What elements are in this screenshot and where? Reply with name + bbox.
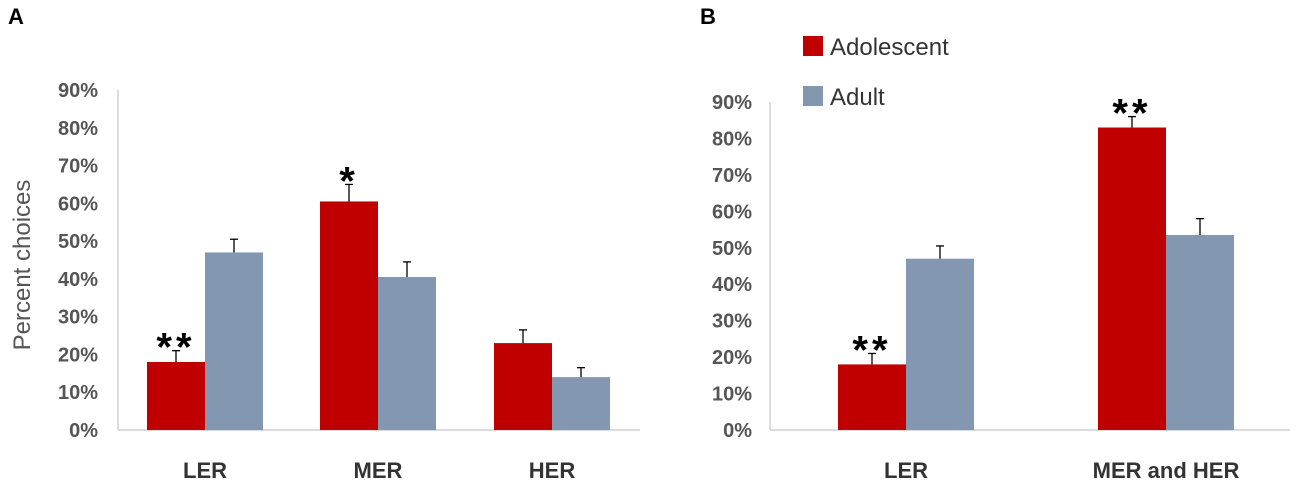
category-label: MER and HER — [1093, 458, 1240, 483]
y-tick-label: 40% — [58, 269, 98, 291]
category-label: LER — [183, 458, 227, 483]
y-tick-label: 50% — [58, 231, 98, 253]
y-tick-label: 30% — [58, 307, 98, 329]
y-tick-label: 0% — [69, 420, 98, 442]
y-tick-label: 50% — [712, 238, 752, 260]
bar-adolescent-mer-and-her — [1098, 127, 1166, 430]
significance-marker: * — [339, 159, 359, 203]
legend: Adolescent Adult — [803, 34, 949, 111]
y-tick-label: 10% — [712, 384, 752, 406]
bar-adult-ler — [906, 258, 974, 430]
y-tick-label: 90% — [712, 92, 752, 114]
legend-label-adult: Adult — [830, 84, 885, 111]
y-tick-label: 0% — [723, 420, 752, 442]
category-label: MER — [354, 458, 403, 483]
bar-adolescent-her — [494, 343, 552, 430]
legend-swatch-adult — [803, 86, 823, 106]
category-label: HER — [529, 458, 576, 483]
bar-adult-ler — [205, 252, 263, 430]
y-tick-label: 60% — [58, 193, 98, 215]
y-tick-label: 60% — [712, 201, 752, 223]
y-tick-label: 10% — [58, 382, 98, 404]
bar-adolescent-ler — [147, 362, 205, 430]
y-tick-label: 20% — [58, 344, 98, 366]
panel-b: B 0% 10% 20% 30% 40% 50% 60% 70% 80% 90% LER MER a… — [700, 4, 1290, 483]
bar-adult-mer-and-her — [1166, 235, 1234, 430]
y-axis-ticks-b: 0% 10% 20% 30% 40% 50% 60% 70% 80% 90% — [712, 92, 752, 442]
significance-marker: ** — [156, 326, 195, 370]
y-tick-label: 70% — [712, 165, 752, 187]
bars-a — [147, 183, 610, 430]
bar-adult-her — [552, 377, 610, 430]
category-labels-b: LER MER and HER — [884, 458, 1239, 483]
significance-marker: ** — [1112, 92, 1151, 136]
bar-adolescent-ler — [838, 364, 906, 430]
panel-a: A Percent choices 0% 10% 20% 30% 40% 50% 60% 70… — [8, 4, 640, 483]
y-tick-label: 80% — [58, 118, 98, 140]
bar-adolescent-mer — [320, 201, 378, 430]
panel-label-a: A — [8, 4, 24, 29]
panel-label-b: B — [700, 4, 716, 29]
significance-marker: ** — [852, 328, 891, 372]
y-tick-label: 80% — [712, 128, 752, 150]
y-tick-label: 70% — [58, 156, 98, 178]
significance-markers-b: ** ** — [852, 92, 1151, 373]
legend-label-adolescent: Adolescent — [830, 34, 949, 61]
y-tick-label: 30% — [712, 311, 752, 333]
category-label: LER — [884, 458, 928, 483]
significance-markers-a: *** — [156, 159, 359, 370]
y-axis-ticks-a: 0% 10% 20% 30% 40% 50% 60% 70% 80% 90% — [58, 80, 98, 442]
y-tick-label: 20% — [712, 347, 752, 369]
legend-swatch-adolescent — [803, 36, 823, 56]
category-labels-a: LER MER HER — [183, 458, 575, 483]
bar-adult-mer — [378, 277, 436, 430]
y-tick-label: 40% — [712, 274, 752, 296]
y-axis-label: Percent choices — [9, 180, 36, 351]
bars-b — [838, 115, 1234, 430]
y-tick-label: 90% — [58, 80, 98, 102]
